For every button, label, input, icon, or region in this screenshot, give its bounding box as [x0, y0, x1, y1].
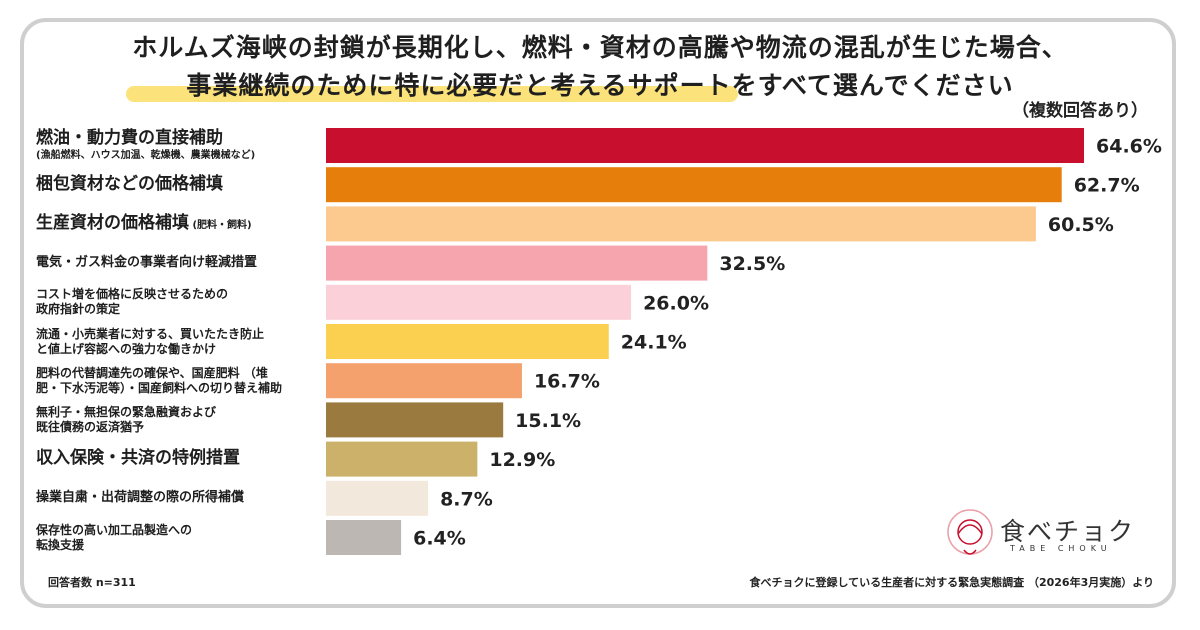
value-label-2: 60.5% — [1048, 214, 1114, 236]
chart-title-line2: 事業継続のために特に必要だと考えるサポートをすべて選んでください — [186, 71, 1014, 100]
bar-10 — [326, 520, 402, 555]
category-label-4: コスト増を価格に反映させるための 政府指針の策定 — [36, 287, 326, 317]
value-label-3: 32.5% — [719, 253, 785, 275]
value-label-8: 12.9% — [489, 449, 555, 471]
bar-2 — [326, 206, 1036, 242]
value-label-5: 24.1% — [621, 332, 687, 354]
category-line: 政府指針の策定 — [36, 302, 121, 317]
category-label-7: 無利子・無担保の緊急融資および 既往債務の返済猶予 — [36, 405, 326, 435]
category-line: と値上げ容認への強力な働きかけ — [36, 341, 217, 356]
category-line: 収入保険・共済の特例措置 — [36, 448, 240, 469]
tabechoku-logo-icon — [947, 509, 993, 555]
source-note: 食べチョクに登録している生産者に対する緊急実態調査 （2026年3月実施）より — [749, 576, 1154, 589]
category-label-9: 操業自粛・出荷調整の際の所得補償 — [36, 490, 326, 506]
category-line: 操業自粛・出荷調整の際の所得補償 — [36, 490, 245, 506]
respondent-count: 回答者数 n=311 — [48, 576, 136, 589]
value-label-9: 8.7% — [440, 488, 493, 510]
category-label-10: 保存性の高い加工品製造への 転換支援 — [36, 523, 326, 553]
bar-9 — [326, 480, 429, 516]
category-line: 肥料の代替調達先の確保や、国産肥料 （堆 — [36, 365, 268, 380]
category-line: 梱包資材などの価格補填 — [36, 174, 223, 195]
bar-1 — [326, 167, 1062, 203]
category-label-8: 収入保険・共済の特例措置 — [36, 448, 326, 469]
chart-subtitle: （複数回答あり） — [1012, 101, 1148, 121]
value-label-0: 64.6% — [1096, 136, 1162, 158]
title-highlight — [126, 86, 738, 102]
category-line: コスト増を価格に反映させるための — [36, 287, 229, 302]
bar-8 — [326, 441, 478, 477]
value-label-1: 62.7% — [1074, 175, 1140, 197]
value-label-6: 16.7% — [534, 371, 600, 393]
category-label-0: 燃油・動力費の直接補助 (漁船燃料、ハウス加温、乾燥機、農業機械など) — [36, 128, 326, 162]
category-label-2: 生産資材の価格補填 (肥料・飼料) — [36, 213, 326, 234]
bar-7 — [326, 402, 504, 438]
category-line: 生産資材の価格補填 (肥料・飼料) — [36, 213, 252, 234]
value-label-4: 26.0% — [643, 292, 709, 314]
chart-title-line1: ホルムズ海峡の封鎖が長期化し、燃料・資材の高騰や物流の混乱が生じた場合、 — [132, 33, 1068, 62]
category-line: 既往債務の返済猶予 — [36, 419, 145, 434]
category-line: 電気・ガス料金の事業者向け軽減措置 — [36, 254, 258, 270]
logo-text: 食べチョク — [1000, 517, 1136, 546]
category-line: 流通・小売業者に対する、買いたたき防止 — [36, 326, 265, 341]
category-label-5: 流通・小売業者に対する、買いたたき防止 と値上げ容認への強力な働きかけ — [36, 327, 326, 357]
category-label-3: 電気・ガス料金の事業者向け軽減措置 — [36, 255, 326, 271]
category-line: 転換支援 — [36, 537, 85, 552]
category-note: (肥料・飼料) — [189, 220, 252, 232]
bar-0 — [326, 128, 1084, 163]
category-label-6: 肥料の代替調達先の確保や、国産肥料 （堆 肥・下水汚泥等）・国産飼料への切り替え補… — [36, 366, 326, 396]
category-note: (漁船燃料、ハウス加温、乾燥機、農業機械など) — [36, 149, 256, 161]
logo-subtext: TABE CHOKU — [1010, 544, 1112, 553]
bar-3 — [326, 245, 708, 281]
category-line: 保存性の高い加工品製造への — [36, 522, 193, 537]
category-line: 燃油・動力費の直接補助 — [36, 128, 223, 149]
category-line: 肥・下水汚泥等）・国産飼料への切り替え補助 — [36, 380, 283, 395]
bar-6 — [326, 363, 522, 399]
category-label-1: 梱包資材などの価格補填 — [36, 174, 326, 195]
bar-5 — [326, 324, 609, 359]
bar-4 — [326, 284, 632, 320]
value-label-7: 15.1% — [515, 410, 581, 432]
category-line: 無利子・無担保の緊急融資および — [36, 404, 217, 419]
value-label-10: 6.4% — [413, 528, 466, 550]
